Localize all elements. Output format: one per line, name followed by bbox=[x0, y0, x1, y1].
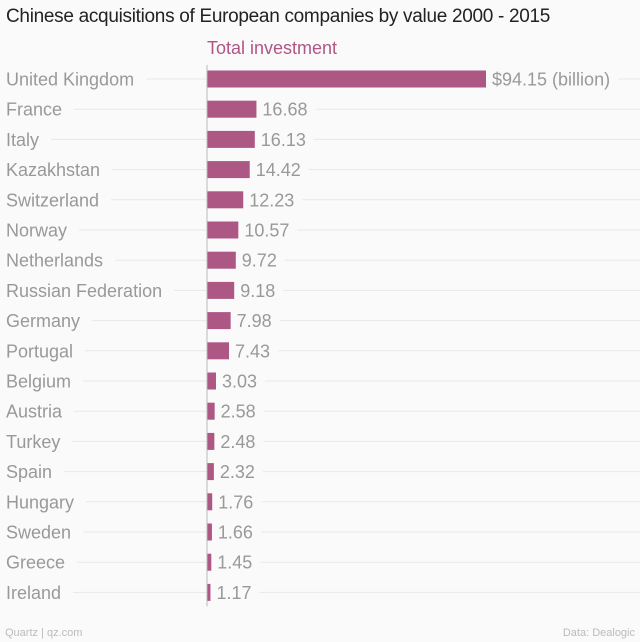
value-label: 2.32 bbox=[220, 462, 255, 482]
bar bbox=[207, 553, 212, 571]
value-label: 12.23 bbox=[249, 190, 294, 210]
bar bbox=[207, 312, 231, 330]
category-label: Portugal bbox=[6, 341, 73, 361]
value-label: 10.57 bbox=[244, 221, 289, 241]
category-label: Austria bbox=[6, 402, 63, 422]
bar bbox=[207, 493, 213, 511]
value-label: 1.66 bbox=[218, 523, 253, 543]
value-label: 9.18 bbox=[240, 281, 275, 301]
value-label: 16.68 bbox=[262, 100, 307, 120]
value-label: 1.76 bbox=[218, 492, 253, 512]
category-label: Spain bbox=[6, 462, 52, 482]
footer-source: Data: Dealogic bbox=[562, 627, 635, 639]
bar bbox=[207, 221, 239, 239]
bar bbox=[207, 161, 250, 179]
value-label: $94.15 (billion) bbox=[492, 70, 610, 90]
category-label: Germany bbox=[6, 311, 80, 331]
category-label: Netherlands bbox=[6, 251, 103, 271]
bar bbox=[207, 70, 486, 88]
category-label: Ireland bbox=[6, 583, 61, 603]
bar bbox=[207, 100, 257, 118]
value-label: 7.43 bbox=[235, 341, 270, 361]
value-label: 9.72 bbox=[242, 251, 277, 271]
value-label: 2.48 bbox=[220, 432, 255, 452]
category-label: France bbox=[6, 100, 62, 120]
value-label: 16.13 bbox=[261, 130, 306, 150]
category-label: Italy bbox=[6, 130, 39, 150]
category-label: Belgium bbox=[6, 372, 71, 392]
bar bbox=[207, 463, 214, 481]
bar bbox=[207, 432, 215, 450]
category-label: Hungary bbox=[6, 492, 74, 512]
category-label: Kazakhstan bbox=[6, 160, 100, 180]
series-label: Total investment bbox=[207, 38, 338, 58]
value-label: 7.98 bbox=[237, 311, 272, 331]
bar bbox=[207, 342, 230, 360]
category-label: Switzerland bbox=[6, 190, 99, 210]
bar-chart: United Kingdom $94.15 (billion) France 16.6… bbox=[6, 65, 640, 607]
bar bbox=[207, 402, 215, 420]
category-label: Norway bbox=[6, 221, 67, 241]
category-label: Russian Federation bbox=[6, 281, 162, 301]
category-label: Sweden bbox=[6, 523, 71, 543]
value-label: 1.17 bbox=[216, 583, 251, 603]
value-label: 3.03 bbox=[222, 372, 257, 392]
bar bbox=[207, 372, 216, 390]
bar bbox=[207, 130, 255, 148]
chart-title: Chinese acquisitions of European compani… bbox=[6, 6, 551, 27]
footer-credit: Quartz | qz.com bbox=[5, 627, 83, 639]
category-label: United Kingdom bbox=[6, 70, 134, 90]
bar bbox=[207, 523, 212, 541]
value-label: 2.58 bbox=[221, 402, 256, 422]
bar bbox=[207, 191, 244, 209]
value-label: 14.42 bbox=[256, 160, 301, 180]
category-label: Turkey bbox=[6, 432, 60, 452]
bar bbox=[207, 281, 235, 299]
value-label: 1.45 bbox=[217, 553, 252, 573]
category-label: Greece bbox=[6, 553, 65, 573]
bar bbox=[207, 583, 211, 601]
bar bbox=[207, 251, 236, 269]
